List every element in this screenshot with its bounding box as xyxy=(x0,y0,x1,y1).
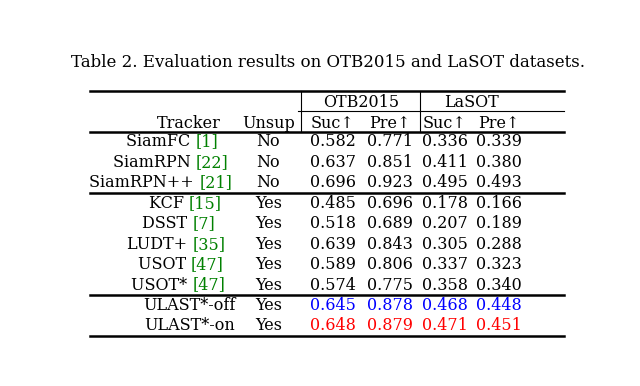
Text: 0.340: 0.340 xyxy=(476,276,522,293)
Text: Yes: Yes xyxy=(255,297,282,314)
Text: [47]: [47] xyxy=(191,256,224,273)
Text: LUDT+ [35]: LUDT+ [35] xyxy=(140,236,238,253)
Text: 0.639: 0.639 xyxy=(310,236,356,253)
Text: 0.337: 0.337 xyxy=(422,256,468,273)
Text: No: No xyxy=(257,174,280,191)
Text: DSST [7]: DSST [7] xyxy=(152,215,226,232)
Text: 0.574: 0.574 xyxy=(310,276,356,293)
Text: Suc↑: Suc↑ xyxy=(422,115,467,132)
Text: 0.637: 0.637 xyxy=(310,154,356,171)
Text: Yes: Yes xyxy=(255,215,282,232)
Text: 0.485: 0.485 xyxy=(310,195,356,212)
Text: USOT [47]: USOT [47] xyxy=(146,256,232,273)
Text: Table 2. Evaluation results on OTB2015 and LaSOT datasets.: Table 2. Evaluation results on OTB2015 a… xyxy=(71,54,585,71)
Text: [22]: [22] xyxy=(196,154,228,171)
Text: Yes: Yes xyxy=(255,276,282,293)
Text: SiamRPN: SiamRPN xyxy=(113,154,196,171)
Text: [35]: [35] xyxy=(193,236,225,253)
Text: KCF: KCF xyxy=(149,195,189,212)
Text: 0.696: 0.696 xyxy=(310,174,356,191)
Text: [47]: [47] xyxy=(193,276,225,293)
Text: 0.879: 0.879 xyxy=(367,317,413,334)
Text: 0.696: 0.696 xyxy=(367,195,413,212)
Text: 0.336: 0.336 xyxy=(422,134,468,151)
Text: ULAST*-off: ULAST*-off xyxy=(143,297,236,314)
Text: No: No xyxy=(257,154,280,171)
Text: 0.495: 0.495 xyxy=(422,174,467,191)
Text: Unsup: Unsup xyxy=(242,115,295,132)
Text: 0.166: 0.166 xyxy=(476,195,522,212)
Text: Yes: Yes xyxy=(255,195,282,212)
Text: 0.288: 0.288 xyxy=(476,236,522,253)
Text: DSST: DSST xyxy=(142,215,193,232)
Text: Suc↑: Suc↑ xyxy=(311,115,355,132)
Text: 0.451: 0.451 xyxy=(476,317,522,334)
Text: 0.323: 0.323 xyxy=(476,256,522,273)
Text: 0.305: 0.305 xyxy=(422,236,467,253)
Text: 0.806: 0.806 xyxy=(367,256,413,273)
Text: 0.582: 0.582 xyxy=(310,134,356,151)
Text: USOT* [47]: USOT* [47] xyxy=(142,276,236,293)
Text: 0.689: 0.689 xyxy=(367,215,413,232)
Text: 0.358: 0.358 xyxy=(422,276,468,293)
Text: SiamRPN++ [21]: SiamRPN++ [21] xyxy=(118,174,260,191)
Text: 0.207: 0.207 xyxy=(422,215,467,232)
Text: [7]: [7] xyxy=(193,215,215,232)
Text: 0.843: 0.843 xyxy=(367,236,413,253)
Text: [21]: [21] xyxy=(199,174,232,191)
Text: 0.178: 0.178 xyxy=(422,195,468,212)
Text: LaSOT: LaSOT xyxy=(444,94,499,111)
Text: 0.589: 0.589 xyxy=(310,256,356,273)
Text: 0.411: 0.411 xyxy=(422,154,467,171)
Text: 0.468: 0.468 xyxy=(422,297,467,314)
Text: Yes: Yes xyxy=(255,317,282,334)
Text: 0.518: 0.518 xyxy=(310,215,356,232)
Text: 0.878: 0.878 xyxy=(367,297,413,314)
Text: 0.771: 0.771 xyxy=(367,134,413,151)
Text: [1]: [1] xyxy=(196,134,219,151)
Text: 0.648: 0.648 xyxy=(310,317,356,334)
Text: LUDT+: LUDT+ xyxy=(127,236,193,253)
Text: SiamFC: SiamFC xyxy=(127,134,196,151)
Text: 0.380: 0.380 xyxy=(476,154,522,171)
Text: Pre↑: Pre↑ xyxy=(369,115,411,132)
Text: 0.645: 0.645 xyxy=(310,297,356,314)
Text: 0.923: 0.923 xyxy=(367,174,413,191)
Text: 0.775: 0.775 xyxy=(367,276,413,293)
Text: 0.189: 0.189 xyxy=(476,215,522,232)
Text: Yes: Yes xyxy=(255,256,282,273)
Text: USOT: USOT xyxy=(138,256,191,273)
Text: 0.339: 0.339 xyxy=(476,134,522,151)
Text: 0.471: 0.471 xyxy=(422,317,467,334)
Text: 0.851: 0.851 xyxy=(367,154,413,171)
Text: SiamRPN [22]: SiamRPN [22] xyxy=(131,154,247,171)
Text: SiamRPN++: SiamRPN++ xyxy=(90,174,199,191)
Text: [15]: [15] xyxy=(189,195,222,212)
Text: Tracker: Tracker xyxy=(157,115,221,132)
Text: Pre↑: Pre↑ xyxy=(479,115,520,132)
Text: ULAST*-on: ULAST*-on xyxy=(144,317,234,334)
Text: 0.448: 0.448 xyxy=(476,297,522,314)
Text: OTB2015: OTB2015 xyxy=(323,94,399,111)
Text: 0.493: 0.493 xyxy=(476,174,522,191)
Text: No: No xyxy=(257,134,280,151)
Text: Yes: Yes xyxy=(255,236,282,253)
Text: USOT*: USOT* xyxy=(131,276,193,293)
Text: KCF [15]: KCF [15] xyxy=(152,195,226,212)
Text: SiamFC [1]: SiamFC [1] xyxy=(143,134,235,151)
